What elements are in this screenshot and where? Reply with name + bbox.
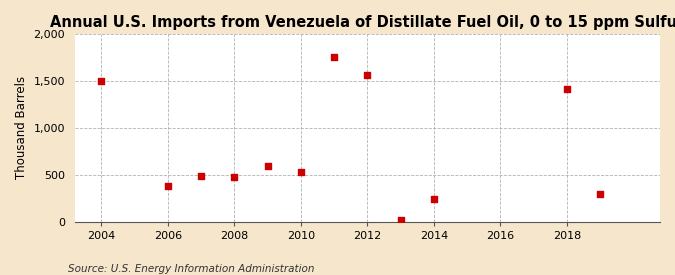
Point <box>329 55 340 60</box>
Point <box>362 73 373 78</box>
Point <box>296 170 306 174</box>
Point <box>562 87 572 92</box>
Point <box>196 174 207 178</box>
Point <box>263 164 273 169</box>
Point <box>96 79 107 83</box>
Point <box>595 192 605 197</box>
Point <box>229 174 240 179</box>
Point <box>429 197 439 201</box>
Point <box>163 184 173 188</box>
Y-axis label: Thousand Barrels: Thousand Barrels <box>15 76 28 179</box>
Title: Annual U.S. Imports from Venezuela of Distillate Fuel Oil, 0 to 15 ppm Sulfur: Annual U.S. Imports from Venezuela of Di… <box>51 15 675 30</box>
Text: Source: U.S. Energy Information Administration: Source: U.S. Energy Information Administ… <box>68 264 314 274</box>
Point <box>396 218 406 222</box>
